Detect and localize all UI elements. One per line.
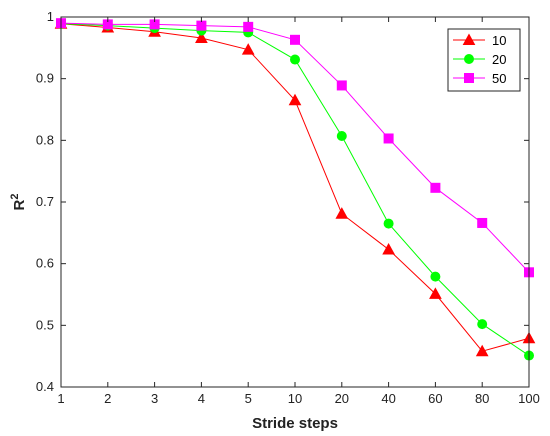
y-tick-label: 0.6 — [36, 256, 54, 271]
x-tick-label: 5 — [245, 391, 252, 406]
legend-entry-20: 20 — [453, 52, 506, 67]
x-tick-label: 2 — [104, 391, 111, 406]
y-tick-label: 0.4 — [36, 379, 54, 394]
data-point — [243, 21, 254, 32]
x-axis-label: Stride steps — [252, 415, 338, 432]
data-point — [477, 217, 488, 228]
y-tick-label: 0.9 — [36, 71, 54, 86]
legend-label: 10 — [492, 33, 506, 48]
data-point — [382, 242, 395, 255]
chart-axes: 1 2 3 4 5 10 20 40 60 80 100 0.4 0.5 0.6 0.7 0.8 0.9 1 — [36, 9, 540, 406]
legend-marker — [464, 73, 474, 83]
y-axis-label-main: R — [11, 199, 28, 210]
x-tick-label: 60 — [428, 391, 442, 406]
data-point — [383, 218, 394, 229]
plot-frame — [60, 16, 530, 388]
chart-marks — [54, 17, 536, 361]
data-point — [195, 31, 208, 43]
data-point — [383, 133, 394, 144]
legend: 10 20 50 — [447, 28, 521, 92]
data-point — [475, 344, 489, 357]
y-axis-label: R2 — [9, 194, 28, 211]
data-point — [288, 93, 302, 106]
y-tick-label: 0.5 — [36, 317, 54, 332]
legend-entry-10: 10 — [453, 33, 506, 48]
legend-marker — [464, 54, 474, 64]
legend-box — [447, 28, 521, 92]
data-point — [477, 319, 488, 330]
legend-label: 20 — [492, 52, 506, 67]
x-tick-label: 40 — [381, 391, 395, 406]
x-tick-label: 80 — [475, 391, 489, 406]
y-tick-label: 0.7 — [36, 194, 54, 209]
x-tick-label: 4 — [198, 391, 205, 406]
legend-entry-50: 50 — [453, 71, 506, 86]
data-point — [335, 207, 349, 219]
data-point — [336, 80, 347, 91]
y-axis-label-superscript: 2 — [9, 194, 21, 200]
y-tick-label: 0.8 — [36, 132, 54, 147]
data-point — [196, 20, 207, 31]
y-tick-label: 1 — [47, 9, 54, 24]
x-tick-label: 10 — [288, 391, 302, 406]
data-point — [241, 43, 255, 55]
legend-label: 50 — [492, 71, 506, 86]
legend-marker — [462, 33, 476, 45]
data-point — [430, 271, 441, 282]
x-tick-label: 100 — [518, 391, 540, 406]
data-point — [429, 287, 442, 299]
data-point — [290, 54, 300, 65]
data-point — [336, 131, 347, 142]
data-point — [290, 34, 300, 45]
data-point — [430, 182, 441, 193]
x-tick-label: 20 — [335, 391, 349, 406]
x-tick-label: 1 — [57, 391, 64, 406]
x-tick-label: 3 — [151, 391, 158, 406]
